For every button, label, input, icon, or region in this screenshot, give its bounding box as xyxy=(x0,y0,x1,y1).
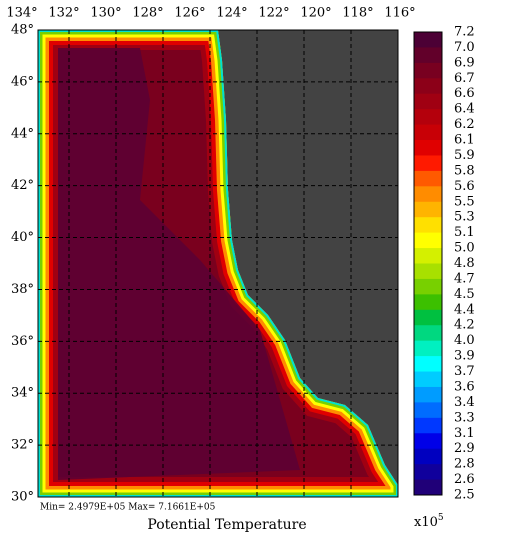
exponent: 5 xyxy=(438,513,444,523)
lat-label: 32° xyxy=(11,438,34,453)
colorbar-label: 7.2 xyxy=(454,25,475,40)
lat-label: 34° xyxy=(11,386,34,401)
colorbar-swatch xyxy=(414,109,442,126)
colorbar-swatch xyxy=(414,371,442,388)
colorbar-label: 5.1 xyxy=(454,225,475,240)
colorbar-swatch xyxy=(414,124,442,141)
colorbar-swatch xyxy=(414,356,442,373)
colorbar-swatch xyxy=(414,386,442,403)
colorbar-swatch xyxy=(414,263,442,280)
colorbar-label: 5.9 xyxy=(454,148,475,163)
colorbar-swatch xyxy=(414,232,442,249)
colorbar-label: 3.7 xyxy=(454,364,475,379)
colorbar-label: 4.5 xyxy=(454,287,475,302)
colorbar-multiplier: x105 xyxy=(414,513,444,530)
lon-label: 116° xyxy=(384,6,415,21)
colorbar-label: 6.9 xyxy=(454,55,475,70)
colorbar-swatch xyxy=(414,340,442,357)
plot-frame xyxy=(37,29,399,498)
colorbar-label: 3.3 xyxy=(454,410,475,425)
colorbar-swatch xyxy=(414,140,442,156)
colorbar-label: 2.6 xyxy=(454,472,475,487)
colorbar-label: 4.0 xyxy=(454,333,475,348)
colorbar-label: 3.1 xyxy=(454,426,475,441)
colorbar-swatch xyxy=(414,448,442,465)
lon-label: 118° xyxy=(342,6,373,21)
colorbar-label: 4.8 xyxy=(454,256,475,271)
colorbar-swatch xyxy=(414,186,442,203)
multiplier: x10 xyxy=(414,515,438,530)
colorbar-swatch xyxy=(414,93,442,110)
colorbar-label: 7.0 xyxy=(454,40,475,55)
lon-label: 124° xyxy=(216,6,247,21)
colorbar-label: 2.8 xyxy=(454,457,475,472)
colorbar-label: 6.2 xyxy=(454,117,475,132)
colorbar-label: 6.7 xyxy=(454,71,475,86)
lon-label: 122° xyxy=(258,6,289,21)
colorbar-swatch xyxy=(414,32,442,48)
lat-label: 46° xyxy=(11,74,34,89)
colorbar-swatch xyxy=(414,217,442,234)
colorbar-label: 5.6 xyxy=(454,179,475,194)
colorbar-swatch xyxy=(414,201,442,218)
lon-label: 126° xyxy=(174,6,205,21)
colorbar-label: 2.5 xyxy=(454,488,475,503)
colorbar-label: 3.6 xyxy=(454,379,475,394)
colorbar-swatch xyxy=(414,309,442,326)
colorbar-swatch xyxy=(414,78,442,95)
colorbar-label: 5.8 xyxy=(454,163,475,178)
colorbar-swatch xyxy=(414,402,442,419)
colorbar-frame xyxy=(413,31,443,496)
colorbar-label: 6.4 xyxy=(454,102,475,117)
colorbar-swatch xyxy=(414,155,442,172)
colorbar-swatch xyxy=(414,479,442,496)
min-max: Min= 2.4979E+05 Max= 7.1661E+05 xyxy=(40,503,216,513)
colorbar-swatch xyxy=(414,433,442,450)
colorbar-swatch xyxy=(414,417,442,434)
lat-label: 44° xyxy=(11,126,34,141)
colorbar-swatch xyxy=(414,170,442,187)
lat-label: 40° xyxy=(11,230,34,245)
lon-label: 134° xyxy=(6,6,37,21)
colorbar-label: 6.6 xyxy=(454,86,475,101)
colorbar-label: 2.9 xyxy=(454,441,475,456)
colorbar-swatch xyxy=(414,294,442,311)
colorbar-label: 5.5 xyxy=(454,194,475,209)
grid xyxy=(38,30,398,497)
lat-label: 42° xyxy=(11,178,34,193)
lat-label: 48° xyxy=(11,23,34,38)
colorbar-label: 5.3 xyxy=(454,210,475,225)
lat-label: 38° xyxy=(11,282,34,297)
colorbar-swatch xyxy=(414,248,442,264)
colorbar-swatch xyxy=(414,464,442,481)
colorbar-label: 5.0 xyxy=(454,241,475,256)
colorbar-swatch xyxy=(414,47,442,64)
colorbar-label: 4.7 xyxy=(454,271,475,286)
title: Potential Temperature xyxy=(147,517,306,533)
colorbar-swatch xyxy=(414,325,442,342)
colorbar-swatch xyxy=(414,278,442,295)
colorbar-label: 4.2 xyxy=(454,318,475,333)
colorbar-label: 3.9 xyxy=(454,349,475,364)
colorbar-swatch xyxy=(414,62,442,79)
lon-label: 130° xyxy=(90,6,121,21)
lat-label: 36° xyxy=(11,334,34,349)
lat-label: 30° xyxy=(11,490,34,505)
colorbar-label: 6.1 xyxy=(454,133,475,148)
lon-label: 128° xyxy=(132,6,163,21)
lon-label: 132° xyxy=(48,6,79,21)
colorbar-label: 4.4 xyxy=(454,302,475,317)
colorbar-label: 3.4 xyxy=(454,395,475,410)
lon-label: 120° xyxy=(300,6,331,21)
